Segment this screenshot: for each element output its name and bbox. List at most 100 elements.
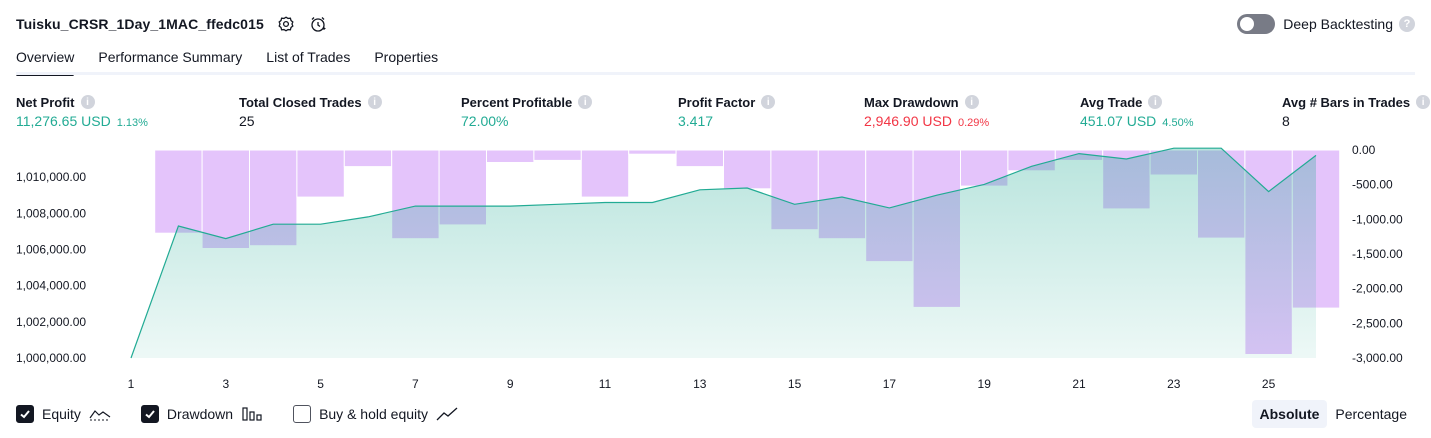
legend-buy-hold-toggle[interactable]: Buy & hold equity [293,405,458,423]
x-axis-tick-label: 1 [128,377,135,391]
drawdown-bar [580,149,630,198]
legend-drawdown-toggle[interactable]: Drawdown [140,405,263,423]
legend-label: Drawdown [166,406,234,422]
metric-value: 3.417 [678,113,714,129]
metric-net-profit: Net Profit i 11,276.65 USD 1.13% [16,94,148,130]
left-axis-tick-label: 1,006,000.00 [16,243,86,257]
drawdown-bar [154,149,203,234]
x-axis-tick-label: 3 [222,377,229,391]
info-icon[interactable]: i [761,95,776,109]
x-axis-tick-label: 17 [883,377,897,391]
info-icon[interactable]: i [80,95,95,109]
metric-value: 2,946.90 USD [864,113,952,129]
equity-area [131,148,1316,358]
left-axis-tick-label: 1,010,000.00 [16,170,86,184]
chart-legend: Equity Drawdown Buy & hold equity [16,402,488,426]
x-axis-tick-label: 19 [978,377,992,391]
metric-value: 25 [239,113,255,129]
drawdown-bar [675,149,724,168]
info-icon[interactable]: i [367,95,382,109]
x-axis-tick-label: 7 [412,377,419,391]
right-axis-tick-label: -2,500.00 [1352,316,1403,330]
equity-line [130,147,1317,359]
x-axis-tick-label: 13 [693,377,707,391]
metric-sub: 4.50% [1162,117,1194,129]
right-axis-tick-label: -2,000.00 [1352,282,1403,296]
drawdown-bar [343,149,393,168]
deep-backtesting-toggle[interactable] [1237,14,1276,34]
tab-properties[interactable]: Properties [374,49,439,65]
metric-label: Avg # Bars in Trades [1282,94,1411,110]
x-axis-tick-label: 15 [788,377,802,391]
deep-backtesting: Deep Backtesting ? [1237,12,1415,36]
equity-checkbox[interactable] [16,405,34,423]
metric-label: Percent Profitable [461,94,573,110]
drawdown-bar [723,149,772,190]
info-icon[interactable]: i [964,95,979,109]
toggle-knob [1240,17,1255,31]
x-axis-tick-label: 25 [1262,377,1276,391]
metric-label: Max Drawdown [864,94,959,110]
left-axis-tick-label: 1,008,000.00 [16,206,86,220]
info-icon[interactable]: i [1416,95,1431,109]
metric-label: Net Profit [16,94,75,110]
buy-hold-checkbox[interactable] [293,405,312,423]
right-axis-tick-label: -500.00 [1352,178,1393,192]
x-axis-tick-label: 9 [507,377,514,391]
left-axis-tick-label: 1,004,000.00 [16,279,86,293]
drawdown-bar [106,149,156,152]
tab-overview[interactable]: Overview [16,44,75,76]
info-icon[interactable]: i [1148,95,1163,109]
absolute-button[interactable]: Absolute [1251,400,1328,428]
drawdown-bars-icon [242,407,262,421]
metric-label: Profit Factor [678,94,756,110]
drawdown-bar [296,149,345,198]
tab-list-of-trades[interactable]: List of Trades [266,49,351,65]
x-axis-tick-label: 23 [1167,377,1181,391]
equity-glyph-icon [89,410,111,421]
value-mode-switch: Absolute Percentage [1251,400,1416,428]
left-axis-tick-label: 1,000,000.00 [16,351,86,365]
metric-sub: 1.13% [116,117,148,129]
metric-label: Avg Trade [1080,94,1143,110]
drawdown-bar [533,149,582,161]
legend-equity-toggle[interactable]: Equity [16,405,111,423]
legend-label: Equity [42,406,81,422]
metric-label: Total Closed Trades [239,94,362,110]
drawdown-bar [486,149,535,163]
strategy-title: Tuisku_CRSR_1Day_1MAC_ffedc015 [16,16,264,32]
equity-drawdown-chart[interactable]: 1,000,000.00 1,002,000.00 1,004,000.00 1,00… [0,140,1431,398]
right-axis-tick-label: -1,500.00 [1352,247,1403,261]
metric-avg-trade: Avg Trade i 451.07 USD 4.50% [1080,94,1194,130]
x-axis-tick-label: 5 [317,377,324,391]
drawdown-checkbox[interactable] [140,405,159,423]
right-axis-tick-label: -3,000.00 [1352,351,1403,365]
percentage-button[interactable]: Percentage [1335,406,1407,422]
metric-percent-profitable: Percent Profitable i 72.00% [461,94,593,129]
metric-sub: 0.29% [957,117,990,129]
settings-gear-icon[interactable] [276,14,296,34]
tabs-divider [16,72,1415,75]
legend-label: Buy & hold equity [319,406,429,422]
x-axis-tick-label: 11 [599,377,612,391]
metric-value: 8 [1282,113,1290,129]
metric-max-drawdown: Max Drawdown i 2,946.90 USD 0.29% [864,94,990,130]
right-axis-tick-label: 0.00 [1352,143,1376,157]
buy-hold-line-icon [436,407,458,421]
metric-value: 11,276.65 USD [16,113,111,129]
help-question-icon[interactable]: ? [1399,16,1415,32]
metric-total-closed-trades: Total Closed Trades i 25 [239,94,382,129]
left-axis-tick-label: 1,002,000.00 [16,315,86,329]
drawdown-bar [628,149,677,155]
info-icon[interactable]: i [578,95,593,109]
metric-profit-factor: Profit Factor i 3.417 [678,94,776,129]
right-axis-tick-label: -1,000.00 [1352,212,1403,226]
x-axis-tick-label: 21 [1072,377,1086,391]
deep-backtesting-label: Deep Backtesting [1283,16,1393,32]
add-alert-clock-icon[interactable] [308,14,328,34]
metric-value: 72.00% [461,113,509,129]
report-tabs: Overview Performance Summary List of Tra… [16,44,462,76]
strategy-header: Tuisku_CRSR_1Day_1MAC_ffedc015 [16,12,328,36]
metric-value: 451.07 USD [1080,113,1157,129]
tab-performance-summary[interactable]: Performance Summary [98,49,243,65]
